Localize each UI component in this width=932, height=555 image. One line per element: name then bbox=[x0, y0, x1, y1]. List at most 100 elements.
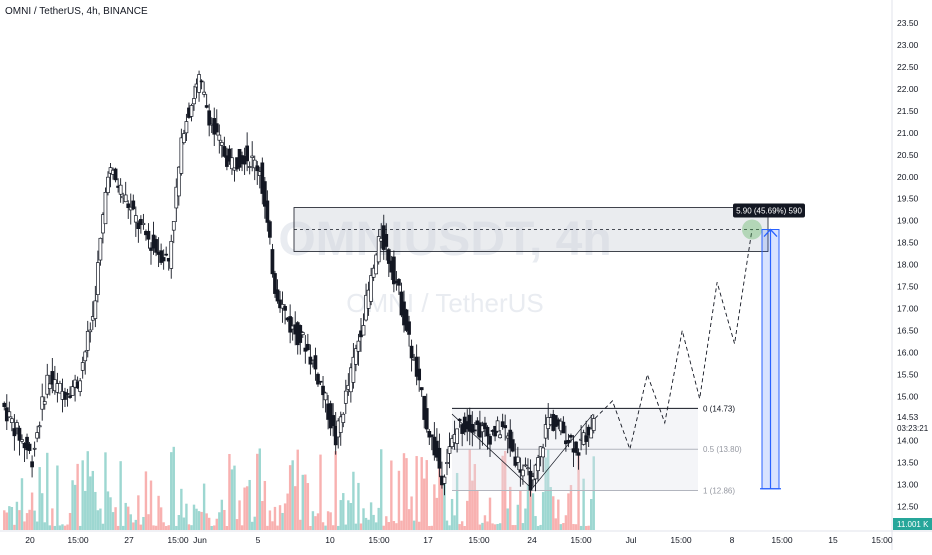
time-tick-label: Jul bbox=[626, 535, 637, 545]
watermark-symbol: OMNIUSDT, 4h bbox=[278, 213, 611, 266]
candle-body bbox=[536, 457, 540, 472]
candle-body bbox=[392, 256, 396, 285]
volume-bar bbox=[89, 476, 92, 530]
target-label-box bbox=[733, 203, 805, 218]
candle-body bbox=[17, 427, 22, 441]
candle bbox=[515, 446, 520, 471]
volume-bar bbox=[162, 522, 165, 530]
candle-body bbox=[83, 351, 88, 362]
projection-arrow-head bbox=[763, 228, 778, 237]
time-tick-label: 15:00 bbox=[570, 535, 592, 545]
candle-body bbox=[37, 425, 42, 428]
candle-body bbox=[85, 330, 90, 351]
candle-body bbox=[96, 262, 100, 295]
price-tick-label: 15.50 bbox=[897, 370, 919, 380]
volume-bar bbox=[8, 506, 11, 530]
candle bbox=[189, 103, 194, 122]
candle bbox=[164, 246, 169, 257]
volume-bar bbox=[233, 465, 236, 530]
volume-bar bbox=[23, 521, 26, 530]
time-tick-label: 5 bbox=[256, 535, 261, 545]
candle-body bbox=[161, 257, 166, 262]
candle-body bbox=[589, 428, 594, 439]
candle bbox=[182, 129, 186, 145]
volume-bar bbox=[372, 514, 375, 530]
candle bbox=[561, 416, 566, 434]
volume-bar bbox=[164, 526, 168, 530]
volume-bar bbox=[301, 474, 304, 530]
volume-bar bbox=[448, 525, 451, 530]
candle-body bbox=[533, 464, 538, 480]
candle-body bbox=[197, 74, 201, 93]
candle bbox=[35, 425, 40, 443]
candle-body bbox=[561, 421, 566, 434]
candles bbox=[2, 70, 596, 497]
volume-bar bbox=[124, 502, 127, 530]
candle-body bbox=[429, 434, 434, 437]
volume-bar bbox=[71, 480, 74, 530]
candle-body bbox=[252, 159, 257, 169]
volume-label-bg bbox=[893, 518, 932, 530]
candle-body bbox=[283, 306, 287, 311]
candle-body bbox=[414, 356, 419, 377]
candle bbox=[283, 304, 287, 325]
volume-bar bbox=[63, 525, 67, 530]
candle-body bbox=[407, 321, 411, 335]
candle bbox=[300, 331, 305, 338]
volume-bar bbox=[172, 446, 175, 530]
candle-body bbox=[217, 134, 222, 141]
volume-label: 11.001 K bbox=[897, 520, 929, 529]
candle-body bbox=[331, 415, 336, 427]
candle bbox=[70, 380, 75, 396]
candle-body bbox=[179, 137, 184, 174]
volume-bar bbox=[526, 484, 530, 530]
candle bbox=[63, 387, 67, 407]
candle bbox=[199, 79, 204, 90]
candle-body bbox=[47, 383, 52, 390]
volume-bar bbox=[314, 516, 317, 530]
candle bbox=[472, 422, 477, 435]
candle-body bbox=[386, 249, 391, 264]
volume-bar bbox=[458, 524, 461, 530]
candle bbox=[508, 419, 513, 457]
candle-body bbox=[32, 447, 37, 450]
time-tick-label: 15:00 bbox=[468, 535, 490, 545]
candle-body bbox=[65, 393, 70, 395]
volume-bar bbox=[240, 525, 244, 530]
candle bbox=[83, 350, 88, 375]
candle bbox=[503, 414, 508, 441]
candle-body bbox=[566, 439, 571, 443]
candle bbox=[85, 320, 90, 358]
price-axis: 23.50 23.00 22.50 22.00 21.50 21.00 20.50 20.00… bbox=[897, 18, 919, 511]
candle-body bbox=[354, 348, 358, 365]
volume-bar bbox=[78, 525, 82, 530]
candle-body bbox=[98, 237, 103, 261]
candle bbox=[343, 379, 348, 414]
volume-bar bbox=[142, 516, 145, 530]
volume-bar bbox=[20, 478, 24, 530]
candle bbox=[574, 441, 578, 456]
volume-bar bbox=[428, 525, 431, 530]
candle-body bbox=[10, 418, 14, 423]
volume-bar bbox=[149, 480, 153, 530]
candle-body bbox=[106, 176, 110, 193]
candle bbox=[541, 443, 545, 473]
candle bbox=[485, 425, 490, 450]
candle bbox=[88, 322, 93, 343]
volume-bar bbox=[225, 525, 229, 530]
volume-bar bbox=[309, 525, 312, 530]
volume-bar bbox=[53, 525, 57, 530]
volume-bar bbox=[347, 500, 350, 530]
volume-bar bbox=[359, 523, 363, 530]
volume-bar bbox=[268, 510, 272, 530]
candle-body bbox=[341, 413, 346, 423]
volume-bar bbox=[529, 474, 532, 530]
candle bbox=[27, 441, 32, 455]
volume-bar bbox=[33, 510, 36, 530]
candle-body bbox=[455, 428, 459, 444]
price-tick-label: 20.50 bbox=[897, 150, 919, 160]
candle-body bbox=[308, 356, 313, 365]
volume-bar bbox=[334, 451, 337, 530]
